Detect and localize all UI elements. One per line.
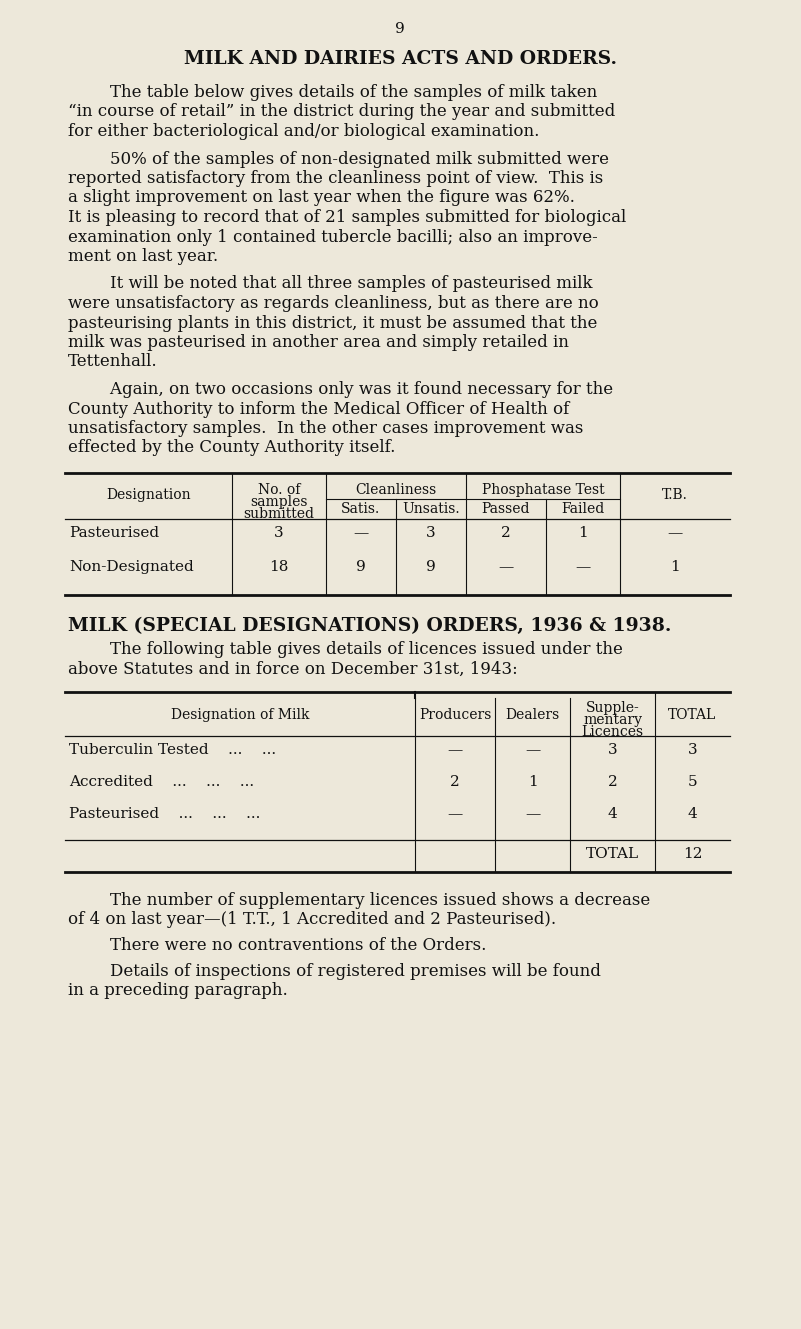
Text: It is pleasing to record that of 21 samples submitted for biological: It is pleasing to record that of 21 samp… [68, 209, 626, 226]
Text: 2: 2 [450, 775, 460, 789]
Text: —: — [525, 807, 540, 821]
Text: T.B.: T.B. [662, 488, 688, 502]
Text: TOTAL: TOTAL [668, 708, 717, 722]
Text: 4: 4 [687, 807, 698, 821]
Text: 2: 2 [608, 775, 618, 789]
Text: Non-Designated: Non-Designated [69, 560, 194, 574]
Text: Tettenhall.: Tettenhall. [68, 354, 158, 371]
Text: Passed: Passed [481, 502, 530, 516]
Text: “in course of retail” in the district during the year and submitted: “in course of retail” in the district du… [68, 104, 615, 121]
Text: reported satisfactory from the cleanliness point of view.  This is: reported satisfactory from the cleanline… [68, 170, 603, 187]
Text: Phosphatase Test: Phosphatase Test [481, 482, 604, 497]
Text: —: — [667, 526, 682, 540]
Text: ment on last year.: ment on last year. [68, 249, 218, 264]
Text: 3: 3 [608, 743, 618, 758]
Text: of 4 on last year—(1 T.T., 1 Accredited and 2 Pasteurised).: of 4 on last year—(1 T.T., 1 Accredited … [68, 912, 556, 929]
Text: milk was pasteurised in another area and simply retailed in: milk was pasteurised in another area and… [68, 334, 569, 351]
Text: Details of inspections of registered premises will be found: Details of inspections of registered pre… [68, 962, 601, 979]
Text: No. of: No. of [258, 482, 300, 497]
Text: —: — [448, 807, 463, 821]
Text: Satis.: Satis. [341, 502, 380, 516]
Text: pasteurising plants in this district, it must be assumed that the: pasteurising plants in this district, it… [68, 315, 598, 331]
Text: —: — [448, 743, 463, 758]
Text: were unsatisfactory as regards cleanliness, but as there are no: were unsatisfactory as regards cleanline… [68, 295, 599, 312]
Text: 9: 9 [395, 23, 405, 36]
Text: 1: 1 [670, 560, 680, 574]
Text: 1: 1 [528, 775, 537, 789]
Text: County Authority to inform the Medical Officer of Health of: County Authority to inform the Medical O… [68, 400, 570, 417]
Text: There were no contraventions of the Orders.: There were no contraventions of the Orde… [68, 937, 486, 954]
Text: 2: 2 [501, 526, 511, 540]
Text: Designation: Designation [107, 488, 191, 502]
Text: for either bacteriological and/or biological examination.: for either bacteriological and/or biolog… [68, 124, 539, 140]
Text: Again, on two occasions only was it found necessary for the: Again, on two occasions only was it foun… [68, 381, 613, 397]
Text: 9: 9 [356, 560, 366, 574]
Text: Failed: Failed [562, 502, 605, 516]
Text: 3: 3 [426, 526, 436, 540]
Text: The number of supplementary licences issued shows a decrease: The number of supplementary licences iss… [68, 892, 650, 909]
Text: Dealers: Dealers [505, 708, 560, 722]
Text: The table below gives details of the samples of milk taken: The table below gives details of the sam… [68, 84, 598, 101]
Text: submitted: submitted [244, 506, 315, 521]
Text: Licences: Licences [582, 726, 643, 739]
Text: samples: samples [250, 494, 308, 509]
Text: MILK AND DAIRIES ACTS AND ORDERS.: MILK AND DAIRIES ACTS AND ORDERS. [183, 51, 617, 68]
Text: —: — [525, 743, 540, 758]
Text: mentary: mentary [583, 712, 642, 727]
Text: Unsatis.: Unsatis. [402, 502, 460, 516]
Text: It will be noted that all three samples of pasteurised milk: It will be noted that all three samples … [68, 275, 593, 292]
Text: Pasteurised: Pasteurised [69, 526, 159, 540]
Text: Producers: Producers [419, 708, 491, 722]
Text: 3: 3 [688, 743, 698, 758]
Text: 5: 5 [688, 775, 698, 789]
Text: 18: 18 [269, 560, 288, 574]
Text: above Statutes and in force on December 31st, 1943:: above Statutes and in force on December … [68, 661, 517, 678]
Text: —: — [353, 526, 368, 540]
Text: Designation of Milk: Designation of Milk [171, 708, 309, 722]
Text: The following table gives details of licences issued under the: The following table gives details of lic… [68, 641, 623, 658]
Text: —: — [575, 560, 590, 574]
Text: effected by the County Authority itself.: effected by the County Authority itself. [68, 440, 396, 456]
Text: 50% of the samples of non-designated milk submitted were: 50% of the samples of non-designated mil… [68, 150, 609, 167]
Text: Tuberculin Tested    ...    ...: Tuberculin Tested ... ... [69, 743, 276, 758]
Text: in a preceding paragraph.: in a preceding paragraph. [68, 982, 288, 999]
Text: Cleanliness: Cleanliness [356, 482, 437, 497]
Text: 12: 12 [682, 847, 702, 861]
Text: a slight improvement on last year when the figure was 62%.: a slight improvement on last year when t… [68, 190, 575, 206]
Text: Supple-: Supple- [586, 700, 639, 715]
Text: unsatisfactory samples.  In the other cases improvement was: unsatisfactory samples. In the other cas… [68, 420, 583, 437]
Text: TOTAL: TOTAL [586, 847, 639, 861]
Text: examination only 1 contained tubercle bacilli; also an improve-: examination only 1 contained tubercle ba… [68, 229, 598, 246]
Text: 3: 3 [274, 526, 284, 540]
Text: —: — [498, 560, 513, 574]
Text: Pasteurised    ...    ...    ...: Pasteurised ... ... ... [69, 807, 260, 821]
Text: Accredited    ...    ...    ...: Accredited ... ... ... [69, 775, 254, 789]
Text: 9: 9 [426, 560, 436, 574]
Text: MILK (SPECIAL DESIGNATIONS) ORDERS, 1936 & 1938.: MILK (SPECIAL DESIGNATIONS) ORDERS, 1936… [68, 617, 671, 635]
Text: 4: 4 [608, 807, 618, 821]
Text: 1: 1 [578, 526, 588, 540]
